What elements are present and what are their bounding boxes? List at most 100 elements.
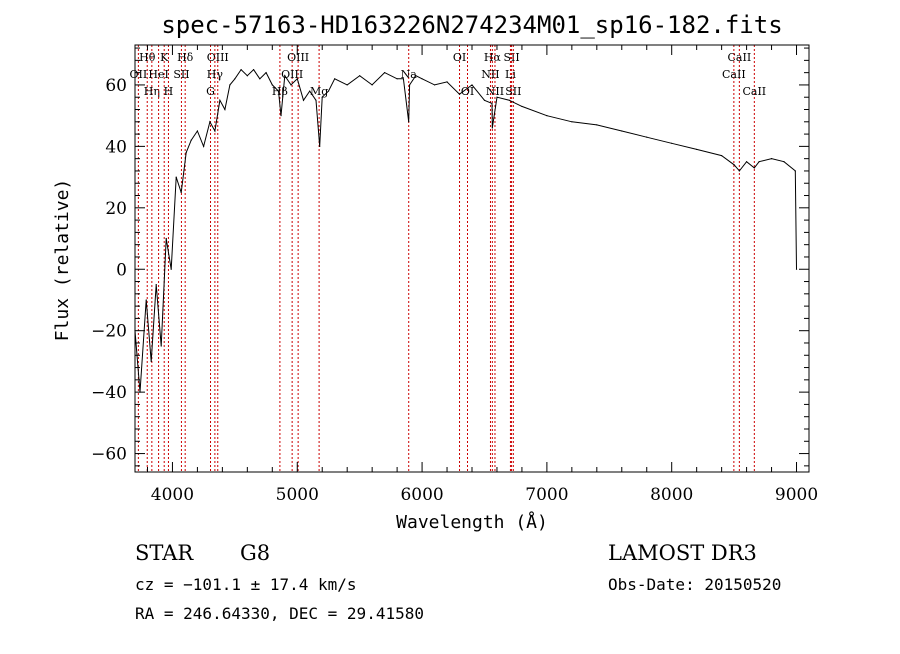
- y-tick-label: −20: [91, 322, 127, 342]
- survey-name: LAMOST DR3: [608, 541, 757, 565]
- series-layer: [134, 68, 798, 393]
- object-class: STAR: [135, 541, 194, 565]
- spectral-line-label: Na: [401, 68, 418, 81]
- chart-title: spec-57163-HD163226N274234M01_sp16-182.f…: [161, 11, 782, 39]
- spectral-line-label: H: [164, 85, 174, 98]
- spectrum-point: [415, 75, 417, 77]
- spectrum-point: [327, 90, 330, 92]
- spectral-line-label: OIII: [287, 51, 309, 64]
- spectral-line-label: Mg: [310, 85, 328, 98]
- obs-date: Obs-Date: 20150520: [608, 575, 781, 594]
- spectrum-point: [483, 99, 486, 101]
- spectrum-point: [696, 148, 698, 151]
- spectral-line-label: Hδ: [177, 51, 194, 64]
- spectral-line-label: Hγ: [207, 68, 224, 81]
- spectrum-point: [219, 99, 221, 101]
- spectral-line-label: Hη: [144, 85, 160, 98]
- spectrum-point: [296, 78, 298, 80]
- spectral-line-label: K: [160, 51, 169, 64]
- spectrum-point: [795, 268, 798, 270]
- spectral-line-label: OIII: [207, 51, 229, 64]
- spectrum-point: [240, 68, 242, 71]
- spectrum-point: [359, 75, 361, 77]
- spectral-line-label: CaII: [728, 51, 752, 64]
- spectral-line-label: Hα: [484, 51, 502, 64]
- spectral-line-label: OII: [130, 68, 148, 81]
- spectral-line-label: CaII: [742, 85, 766, 98]
- spectrum-point: [229, 84, 231, 86]
- object-subclass: G8: [240, 541, 270, 565]
- spectrum-point: [546, 115, 548, 117]
- spectrum-point: [794, 170, 796, 172]
- spectrum-point: [384, 72, 386, 74]
- spectral-line-label: HeI: [148, 68, 168, 81]
- spectrum-point: [234, 78, 236, 80]
- spectrum-point: [671, 142, 673, 144]
- spectrum-point: [753, 167, 755, 169]
- spectrum-point: [284, 75, 286, 77]
- spectrum-point: [783, 161, 785, 163]
- y-axis-label: Flux (relative): [52, 179, 73, 342]
- spectrum-point: [571, 121, 573, 123]
- y-tick-label: 60: [105, 76, 127, 96]
- spectrum-point: [302, 99, 305, 101]
- spectrum-point: [471, 84, 473, 86]
- spectrum-point: [421, 78, 423, 80]
- y-tick-label: 0: [116, 260, 127, 280]
- spectral-line-label: NII: [486, 85, 504, 98]
- x-tick-label: 6000: [400, 485, 443, 505]
- spectrum-point: [738, 170, 740, 172]
- redshift-text: cz = −101.1 ± 17.4 km/s: [135, 575, 357, 594]
- spectrum-point: [290, 84, 292, 86]
- spectral-line-label: G: [206, 85, 215, 98]
- x-tick-label: 5000: [276, 485, 319, 505]
- coordinates: RA = 246.64330, DEC = 29.41580: [135, 604, 424, 623]
- spectrum-point: [259, 78, 261, 80]
- spectrum-point: [246, 75, 248, 77]
- spectrum-point: [170, 268, 172, 270]
- spectrum-point: [145, 299, 147, 301]
- spectrum-point: [508, 99, 511, 101]
- spectrum-point: [150, 360, 152, 363]
- spectrum-series-line: [134, 68, 797, 393]
- spectrum-point: [408, 121, 410, 123]
- spectral-line-label: Li: [505, 68, 516, 81]
- spectrum-point: [315, 99, 317, 101]
- y-tick-label: 40: [105, 137, 127, 157]
- x-tick-label: 8000: [650, 485, 693, 505]
- y-tick-label: −60: [91, 445, 127, 465]
- spectrum-point: [160, 345, 162, 347]
- spectral-line-label: SII: [173, 68, 189, 81]
- spectrum-point: [334, 78, 336, 80]
- spectrum-point: [770, 158, 773, 160]
- spectrum-point: [491, 127, 493, 129]
- spectrum-point: [745, 161, 748, 163]
- spectrum-point: [203, 145, 205, 147]
- spectrum-point: [346, 84, 348, 86]
- x-tick-label: 9000: [775, 485, 818, 505]
- spectrum-point: [280, 115, 282, 117]
- spectrum-point: [214, 130, 216, 132]
- spectrum-point: [271, 84, 273, 86]
- spectrum-point: [646, 136, 648, 138]
- spectrum-point: [721, 154, 723, 157]
- y-tick-label: −40: [91, 383, 127, 403]
- spectrum-point: [733, 164, 735, 166]
- plot-frame: [134, 44, 810, 473]
- spectrum-point: [496, 96, 498, 98]
- y-axis: −60 −40 −20 0 20 40 60: [91, 47, 809, 467]
- spectrum-point: [758, 161, 760, 163]
- spectrum-point: [408, 84, 411, 86]
- spectrum-point: [165, 237, 167, 240]
- spectrum-point: [319, 145, 321, 147]
- spectrum-point: [196, 130, 199, 132]
- spectral-line-label: OI: [453, 51, 466, 64]
- spectral-line-label: CaII: [722, 68, 746, 81]
- spectrum-point: [621, 130, 623, 132]
- spectrum-point: [180, 191, 182, 194]
- spectrum-point: [433, 84, 436, 86]
- y-tick-label: 20: [105, 199, 127, 219]
- spectrum-point: [265, 72, 267, 74]
- spectrum-point: [224, 108, 226, 111]
